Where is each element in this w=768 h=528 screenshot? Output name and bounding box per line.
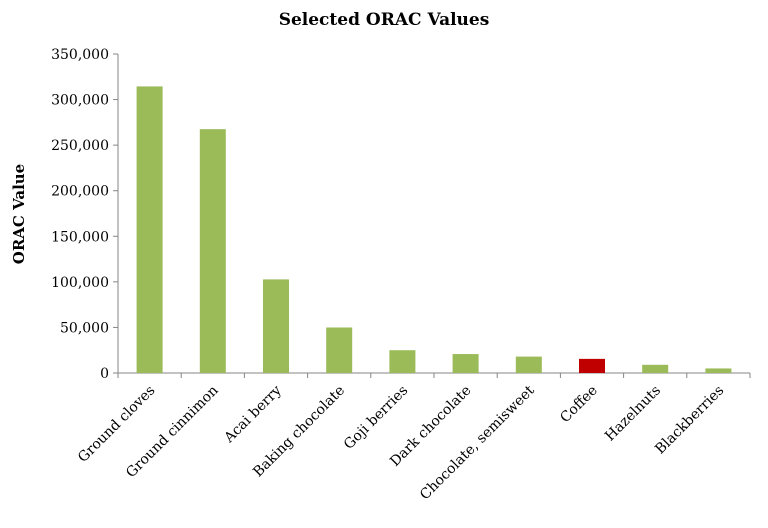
y-tick-label: 350,000 <box>51 47 109 63</box>
y-axis-label: ORAC Value <box>10 164 28 264</box>
y-tick-label: 0 <box>100 366 109 382</box>
x-tick-label: Acai berry <box>221 382 285 446</box>
x-tick-label: Hazelnuts <box>602 383 664 445</box>
bar <box>263 279 289 373</box>
bars <box>136 86 732 373</box>
y-tick-label: 300,000 <box>51 93 109 109</box>
bar <box>642 364 669 373</box>
bar <box>705 368 732 373</box>
bar <box>515 356 542 373</box>
y-tick-label: 150,000 <box>51 229 109 245</box>
x-tick-label: Goji berries <box>341 383 411 453</box>
y-axis: 0 50,000 100,000 150,000 200,000 250,000 300,0… <box>51 47 119 382</box>
y-tick-label: 200,000 <box>51 184 109 200</box>
y-tick-label: 100,000 <box>51 275 109 291</box>
bar <box>452 354 479 373</box>
bar <box>136 86 163 373</box>
y-tick-label: 50,000 <box>60 320 109 336</box>
bar <box>199 129 226 373</box>
chart-title: Selected ORAC Values <box>279 10 490 30</box>
y-tick-label: 250,000 <box>51 138 109 154</box>
bar <box>389 350 416 373</box>
bar <box>579 358 605 373</box>
x-tick-label: Coffee <box>557 383 601 427</box>
x-tick-label: Chocolate, semisweet <box>417 382 538 503</box>
bar <box>326 327 353 373</box>
